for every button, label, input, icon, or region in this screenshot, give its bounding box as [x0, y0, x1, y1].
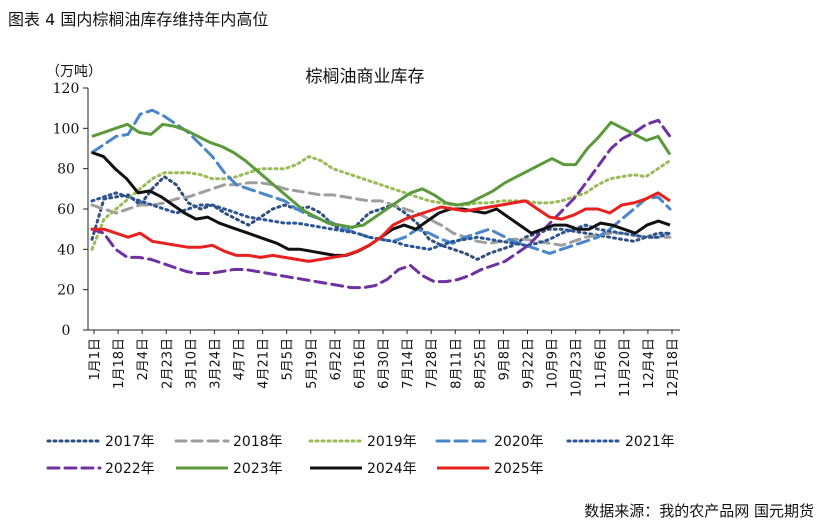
chart-title: 棕榈油商业库存	[306, 67, 425, 87]
figure-caption: 图表 4 国内棕榈油库存维持年内高位	[8, 10, 269, 29]
x-tick-label: 7月28日	[425, 338, 440, 389]
x-tick-label: 7月14日	[401, 338, 416, 389]
y-unit-label: （万吨）	[46, 64, 102, 80]
x-tick-label: 3月10日	[184, 338, 199, 389]
x-tick-label: 10月23日	[570, 338, 585, 397]
legend-label: 2023年	[233, 461, 283, 477]
x-tick-label: 9月22日	[522, 338, 537, 389]
y-tick-label: 100	[53, 121, 80, 137]
x-tick-label: 10月9日	[546, 338, 561, 389]
x-tick-label: 4月7日	[233, 338, 248, 381]
series-line-2018年	[90, 181, 672, 247]
x-tick-label: 5月19日	[305, 338, 320, 389]
series-line-2023年	[91, 120, 672, 229]
x-tick-label: 8月25日	[473, 338, 488, 389]
legend-label: 2021年	[625, 434, 675, 450]
x-tick-label: 8月11日	[449, 338, 464, 389]
legend-label: 2022年	[105, 461, 155, 477]
x-tick-label: 1月1日	[88, 338, 103, 381]
x-tick-label: 6月2日	[329, 338, 344, 381]
x-tick-label: 11月20日	[618, 338, 633, 397]
y-tick-label: 0	[62, 323, 71, 339]
x-tick-label: 5月5日	[281, 338, 296, 381]
y-tick-label: 40	[57, 242, 75, 258]
x-tick-label: 6月30日	[377, 338, 392, 389]
x-tick-label: 1月18日	[112, 338, 127, 389]
x-tick-label: 3月24日	[208, 338, 223, 389]
x-tick-label: 6月16日	[353, 338, 368, 389]
x-tick-label: 12月18日	[666, 338, 681, 397]
legend-label: 2025年	[494, 461, 544, 477]
y-tick-label: 20	[57, 283, 75, 299]
legend-label: 2024年	[367, 461, 417, 477]
x-tick-label: 9月8日	[497, 338, 512, 381]
y-tick-label: 60	[57, 202, 75, 218]
legend-label: 2017年	[105, 434, 155, 450]
series-line-2022年	[90, 118, 672, 290]
legend: 2017年 2018年 2019年 2020年 2021年 2022年 2023年 2024年…	[46, 434, 675, 477]
y-tick-label: 80	[57, 162, 75, 178]
y-tick-label: 120	[53, 81, 80, 97]
legend-label: 2020年	[494, 434, 544, 450]
y-axis: 0 20 40 60 80 100 120	[53, 81, 89, 339]
source-note: 数据来源：我的农产品网 国元期货	[584, 502, 814, 520]
legend-label: 2019年	[367, 434, 417, 450]
series-layer	[90, 108, 672, 290]
x-tick-label: 4月21日	[257, 338, 272, 389]
x-axis: 1月1日 1月18日 2月4日 2月23日 3月10日 3月24日 4月7日 4月21日 5月5…	[88, 329, 681, 397]
series-line-2025年	[92, 191, 671, 263]
x-tick-label: 12月4日	[642, 338, 657, 389]
series-line-2017年	[90, 175, 672, 261]
legend-label: 2018年	[233, 434, 283, 450]
x-tick-label: 11月6日	[594, 338, 609, 389]
x-tick-label: 2月4日	[136, 338, 151, 381]
x-tick-label: 2月23日	[160, 338, 175, 389]
